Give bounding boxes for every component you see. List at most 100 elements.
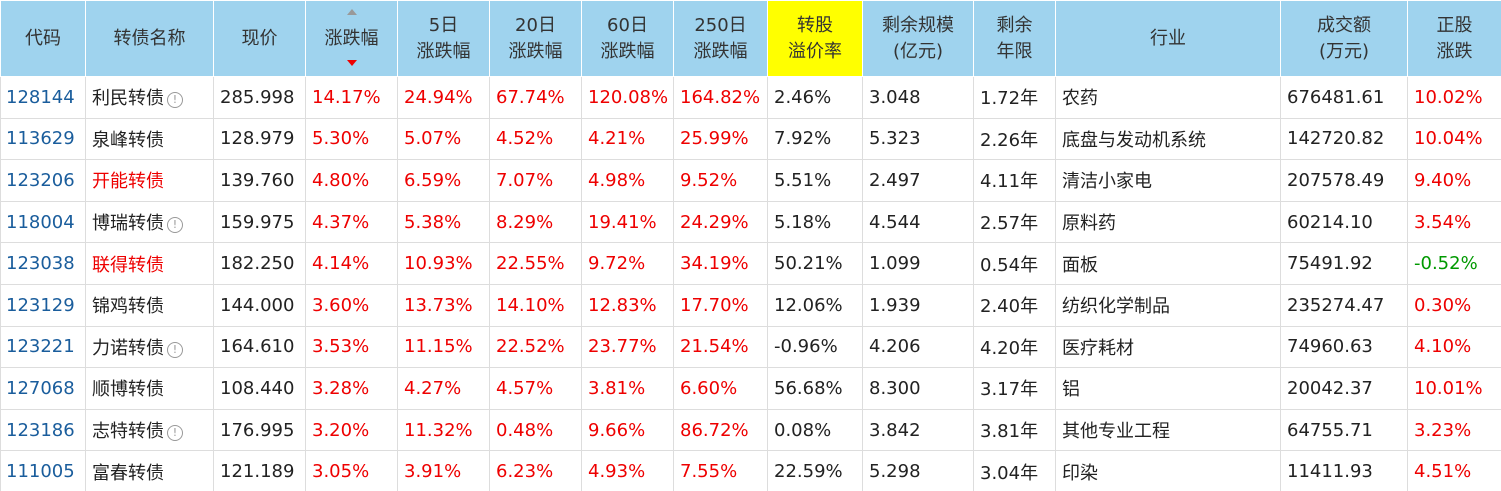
cell: 3.81%	[581, 367, 674, 410]
cell-text: 1.939	[869, 294, 921, 316]
cell-text: 联得转债	[92, 254, 164, 276]
cell-text: 4.93%	[588, 461, 646, 483]
column-header[interactable]: 250日 涨跌幅	[673, 0, 768, 77]
info-icon[interactable]: !	[167, 425, 183, 442]
column-header[interactable]: 现价	[213, 0, 306, 77]
header-text: 涨跌幅	[600, 40, 655, 62]
cell: 4.21%	[581, 117, 674, 161]
column-header[interactable]: 成交额 (万元)	[1280, 0, 1408, 77]
cell: 22.52%	[489, 325, 582, 369]
bond-name[interactable]: 力诺转债!	[85, 325, 214, 369]
cell: 1.939	[862, 283, 974, 327]
bond-name[interactable]: 博瑞转债!	[85, 200, 214, 244]
bond-code[interactable]: 123221	[0, 325, 86, 369]
table-row[interactable]: 123206 开能转债 139.760 4.80% 6.59% 7.07% 4.98% 9.5…	[0, 159, 1501, 202]
bond-code[interactable]: 118004	[0, 200, 86, 244]
info-icon[interactable]: !	[167, 341, 183, 358]
bond-name[interactable]: 志特转债!	[85, 408, 214, 452]
column-header[interactable]: 转股 溢价率	[767, 0, 863, 77]
table-row[interactable]: 111005 富春转债 121.189 3.05% 3.91% 6.23% 4.93% 7.5…	[0, 450, 1501, 491]
header-text: 剩余规模	[882, 14, 954, 36]
cell-text: 21.54%	[680, 336, 749, 358]
table-row[interactable]: 123038 联得转债 182.250 4.14% 10.93% 22.55% 9.72% 3…	[0, 242, 1501, 285]
column-header[interactable]: 行业	[1055, 0, 1281, 77]
cell-text: 4.544	[869, 211, 921, 233]
header-text: 成交额	[1317, 14, 1371, 36]
column-header[interactable]: 5日 涨跌幅	[397, 0, 490, 77]
cell: 4.11年	[973, 159, 1056, 202]
bond-name[interactable]: 泉峰转债	[85, 117, 214, 161]
column-header[interactable]: 剩余 年限	[973, 0, 1056, 77]
cell-text: 3.60%	[312, 294, 370, 316]
table-row[interactable]: 123221 力诺转债! 164.610 3.53% 11.15% 22.52% 23.77…	[0, 325, 1501, 369]
column-header[interactable]: 正股 涨跌	[1407, 0, 1501, 77]
bond-code[interactable]: 123186	[0, 408, 86, 452]
cell: 11.32%	[397, 408, 490, 452]
cell-text: 108.440	[220, 377, 295, 399]
info-icon[interactable]: !	[167, 92, 183, 109]
cell: 142720.82	[1280, 117, 1408, 161]
cell-text: 113629	[6, 128, 75, 150]
cell: 3.81年	[973, 408, 1056, 452]
cell: 75491.92	[1280, 242, 1408, 285]
cell-text: -0.52%	[1414, 253, 1478, 275]
bond-code[interactable]: 113629	[0, 117, 86, 161]
cell: 128.979	[213, 117, 306, 161]
column-header[interactable]: 20日 涨跌幅	[489, 0, 582, 77]
cell-text: 4.206	[869, 336, 921, 358]
cell: 10.02%	[1407, 76, 1501, 119]
cell-text: 开能转债	[92, 171, 164, 193]
header-text: 20日	[515, 14, 556, 36]
cell-text: 6.23%	[496, 461, 554, 483]
bond-code[interactable]: 127068	[0, 367, 86, 410]
cell-text: 64755.71	[1287, 419, 1373, 441]
column-header[interactable]: 涨跌幅	[305, 0, 398, 77]
cell-text: 9.72%	[588, 253, 646, 275]
column-header[interactable]: 剩余规模 (亿元)	[862, 0, 974, 77]
cell: 7.55%	[673, 450, 768, 491]
column-header[interactable]: 转债名称	[85, 0, 214, 77]
table-row[interactable]: 123186 志特转债! 176.995 3.20% 11.32% 0.48% 9.66% 8…	[0, 408, 1501, 452]
cell: 182.250	[213, 242, 306, 285]
cell: 0.30%	[1407, 283, 1501, 327]
table-row[interactable]: 123129 锦鸡转债 144.000 3.60% 13.73% 14.10% 12.83%…	[0, 283, 1501, 327]
table-row[interactable]: 113629 泉峰转债 128.979 5.30% 5.07% 4.52% 4.21% 25.…	[0, 117, 1501, 161]
cell: 13.73%	[397, 283, 490, 327]
cell: 3.04年	[973, 450, 1056, 491]
cell: 6.60%	[673, 367, 768, 410]
cell: 164.82%	[673, 76, 768, 119]
cell-text: 139.760	[220, 169, 295, 191]
bond-code[interactable]: 123129	[0, 283, 86, 327]
bond-name[interactable]: 锦鸡转债	[85, 283, 214, 327]
cell: 3.05%	[305, 450, 398, 491]
table-row[interactable]: 127068 顺博转债 108.440 3.28% 4.27% 4.57% 3.81% 6.6…	[0, 367, 1501, 410]
cell: 67.74%	[489, 76, 582, 119]
cell-text: 4.80%	[312, 169, 370, 191]
bond-name[interactable]: 开能转债	[85, 159, 214, 202]
cell-text: 14.10%	[496, 294, 565, 316]
cell: 4.14%	[305, 242, 398, 285]
column-header[interactable]: 60日 涨跌幅	[581, 0, 674, 77]
table-row[interactable]: 118004 博瑞转债! 159.975 4.37% 5.38% 8.29% 19.41% 2…	[0, 200, 1501, 244]
cell: 4.10%	[1407, 325, 1501, 369]
cell-text: 富春转债	[92, 462, 164, 484]
cell-text: 8.29%	[496, 211, 554, 233]
cell-text: 4.21%	[588, 128, 646, 150]
cell-text: 3.91%	[404, 461, 462, 483]
cell-text: 164.610	[220, 336, 295, 358]
table-row[interactable]: 128144 利民转债! 285.998 14.17% 24.94% 67.74% 120.…	[0, 76, 1501, 119]
column-header[interactable]: 代码	[0, 0, 86, 77]
bond-code[interactable]: 123206	[0, 159, 86, 202]
cell-text: 22.59%	[774, 461, 843, 483]
bond-name[interactable]: 利民转债!	[85, 76, 214, 119]
bond-code[interactable]: 123038	[0, 242, 86, 285]
cell: 23.77%	[581, 325, 674, 369]
info-icon[interactable]: !	[167, 217, 183, 234]
bond-code[interactable]: 111005	[0, 450, 86, 491]
bond-name[interactable]: 富春转债	[85, 450, 214, 491]
cell: 176.995	[213, 408, 306, 452]
bond-name[interactable]: 顺博转债	[85, 367, 214, 410]
bond-name[interactable]: 联得转债	[85, 242, 214, 285]
bond-code[interactable]: 128144	[0, 76, 86, 119]
cell: 3.20%	[305, 408, 398, 452]
